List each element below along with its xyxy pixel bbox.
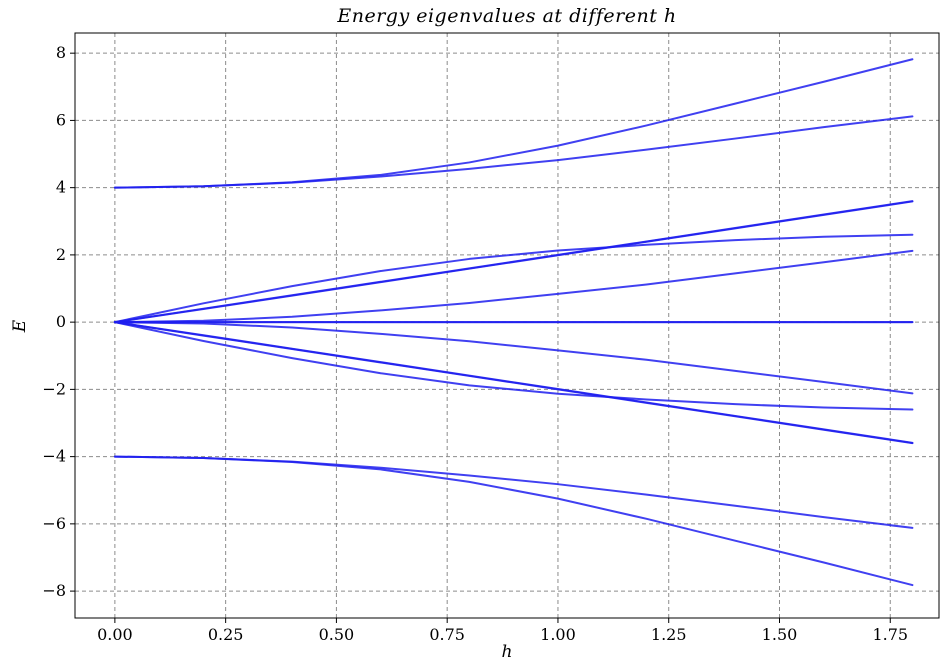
y-tick-label: −4 [42, 447, 66, 466]
x-tick-label: 0.00 [97, 625, 133, 644]
series-line-4 [113, 200, 914, 324]
series-line-2 [113, 115, 914, 189]
axis-ticks: 0.00 0.25 0.50 0.75 1.00 1.25 1.50 1.75 −8 −6 −4 −2… [42, 43, 908, 644]
series-line-1 [113, 58, 914, 189]
y-tick-label: 0 [56, 312, 66, 331]
series-line-13 [113, 455, 914, 529]
series-line-14 [113, 455, 914, 587]
chart-title: Energy eigenvalues at different h [336, 5, 676, 27]
x-tick-label: 1.00 [540, 625, 576, 644]
y-tick-label: −6 [42, 514, 66, 533]
y-tick-label: 4 [56, 178, 66, 197]
x-tick-label: 1.75 [872, 625, 908, 644]
series-line-5 [113, 233, 914, 324]
grid-lines [75, 33, 939, 618]
y-tick-label: −8 [42, 581, 66, 600]
plot-frame [74, 32, 940, 619]
y-tick-label: 2 [56, 245, 66, 264]
y-tick-label: 6 [56, 110, 66, 129]
x-axis-label: h [502, 642, 513, 662]
y-tick-label: −2 [42, 379, 66, 398]
series-line-12 [113, 321, 914, 444]
series-lines [113, 58, 914, 587]
x-tick-label: 0.75 [429, 625, 465, 644]
x-tick-label: 0.25 [208, 625, 244, 644]
x-tick-label: 1.25 [651, 625, 687, 644]
series-line-10 [113, 321, 914, 411]
y-axis-label: E [10, 319, 30, 333]
series-line-9 [113, 321, 914, 395]
x-tick-label: 0.50 [319, 625, 355, 644]
x-tick-label: 1.50 [762, 625, 798, 644]
y-tick-label: 8 [56, 43, 66, 62]
series-line-6 [113, 249, 914, 324]
